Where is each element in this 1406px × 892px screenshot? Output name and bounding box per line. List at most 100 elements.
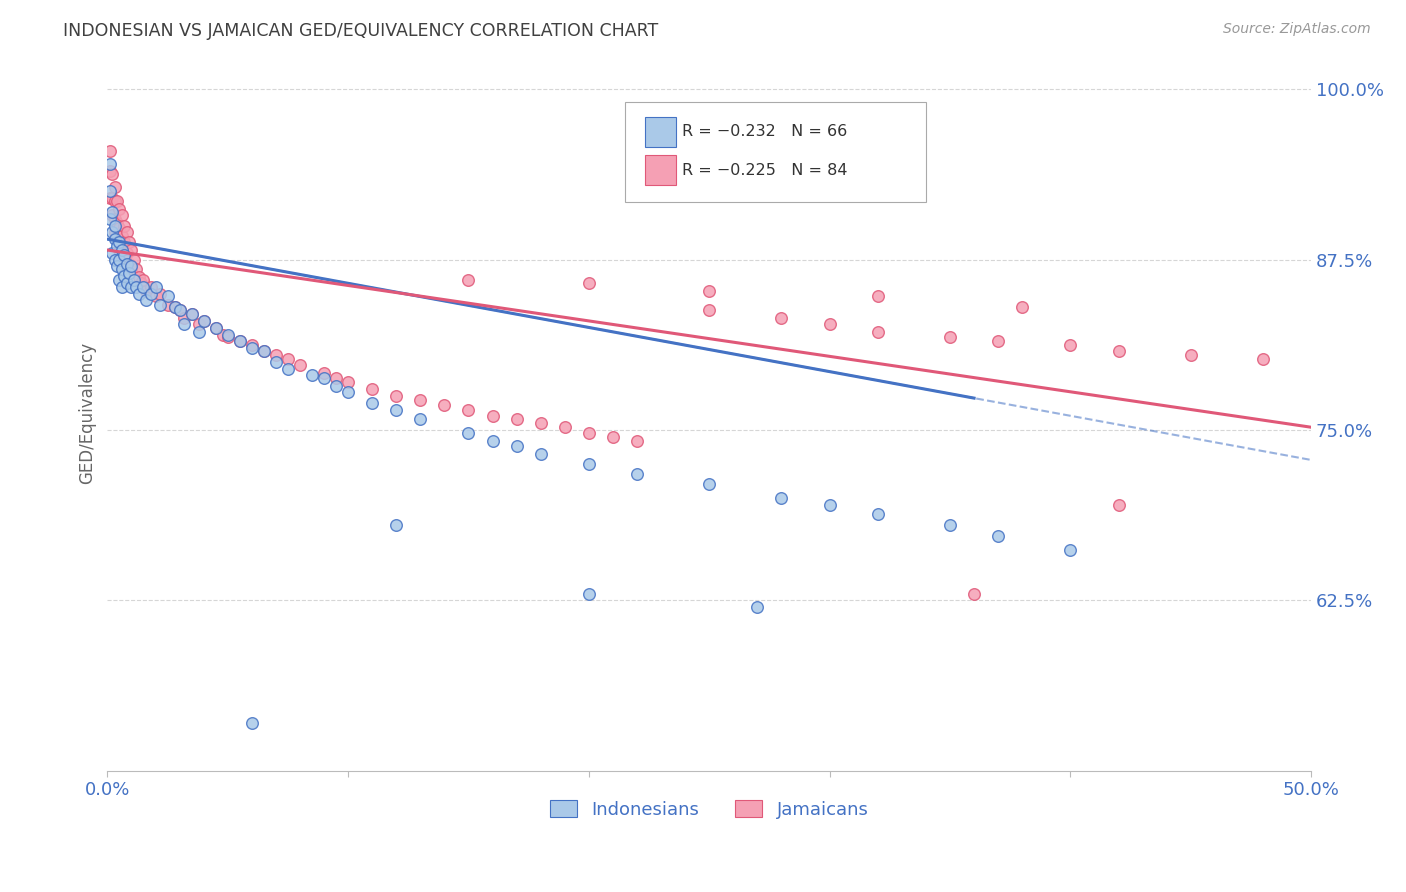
Point — [229, 334, 252, 349]
Point — [602, 430, 624, 444]
Point — [770, 164, 793, 178]
FancyBboxPatch shape — [626, 102, 927, 202]
Point — [98, 185, 121, 199]
Point — [111, 262, 134, 277]
Point — [818, 317, 841, 331]
Point — [108, 221, 131, 235]
Point — [337, 384, 360, 399]
Point — [104, 180, 127, 194]
Point — [112, 252, 135, 267]
Point — [118, 235, 141, 249]
Point — [105, 194, 128, 208]
Point — [169, 303, 191, 318]
Point — [115, 245, 138, 260]
Point — [112, 219, 135, 233]
Point — [104, 252, 127, 267]
Text: INDONESIAN VS JAMAICAN GED/EQUIVALENCY CORRELATION CHART: INDONESIAN VS JAMAICAN GED/EQUIVALENCY C… — [63, 22, 658, 40]
Point — [1251, 352, 1274, 367]
Point — [337, 376, 360, 390]
Point — [1180, 348, 1202, 362]
Point — [108, 252, 131, 267]
Point — [277, 361, 299, 376]
Point — [554, 420, 576, 434]
Point — [163, 300, 186, 314]
Point — [118, 266, 141, 280]
Point — [104, 194, 127, 208]
Point — [98, 144, 121, 158]
Point — [1011, 300, 1033, 314]
Point — [240, 338, 263, 352]
Point — [98, 191, 121, 205]
Legend: Indonesians, Jamaicans: Indonesians, Jamaicans — [543, 793, 876, 826]
Point — [1108, 343, 1130, 358]
Point — [180, 307, 202, 321]
Point — [217, 327, 239, 342]
Point — [112, 268, 135, 283]
Point — [156, 289, 179, 303]
Point — [433, 399, 456, 413]
Point — [139, 280, 162, 294]
Point — [111, 208, 134, 222]
Point — [115, 257, 138, 271]
Point — [866, 289, 889, 303]
Point — [111, 248, 134, 262]
Point — [187, 325, 209, 339]
Point — [105, 260, 128, 274]
Point — [125, 280, 148, 294]
Point — [697, 477, 720, 491]
Point — [104, 225, 127, 239]
Point — [229, 334, 252, 349]
Point — [530, 416, 553, 430]
Point — [481, 434, 503, 448]
Point — [163, 300, 186, 314]
Point — [770, 311, 793, 326]
Point — [122, 252, 145, 267]
Point — [204, 320, 226, 334]
Point — [118, 257, 141, 271]
Point — [505, 412, 527, 426]
Point — [98, 164, 121, 178]
Point — [1059, 338, 1081, 352]
Point — [120, 280, 142, 294]
Point — [105, 216, 128, 230]
Point — [240, 341, 263, 355]
Point — [626, 467, 648, 481]
Point — [104, 219, 127, 233]
Point — [409, 412, 432, 426]
Point — [101, 245, 124, 260]
Point — [108, 202, 131, 216]
Point — [312, 371, 335, 385]
Point — [101, 225, 124, 239]
Point — [578, 586, 600, 600]
Point — [457, 273, 479, 287]
Point — [697, 303, 720, 318]
Point — [145, 280, 167, 294]
Point — [149, 297, 172, 311]
Point — [122, 273, 145, 287]
Point — [240, 716, 263, 731]
Point — [115, 276, 138, 290]
Point — [104, 232, 127, 246]
Point — [193, 314, 215, 328]
Point — [770, 491, 793, 505]
Point — [115, 225, 138, 239]
Point — [939, 330, 962, 344]
Point — [204, 320, 226, 334]
Point — [385, 518, 408, 533]
Point — [173, 317, 195, 331]
Point — [697, 284, 720, 298]
Point — [578, 276, 600, 290]
Point — [264, 348, 287, 362]
Point — [963, 586, 986, 600]
Point — [385, 402, 408, 417]
Point — [139, 286, 162, 301]
Point — [128, 286, 150, 301]
Point — [120, 262, 142, 277]
Text: R = −0.225   N = 84: R = −0.225 N = 84 — [682, 163, 846, 178]
Point — [361, 382, 384, 396]
Point — [312, 366, 335, 380]
Point — [277, 352, 299, 367]
Point — [149, 286, 172, 301]
Point — [626, 434, 648, 448]
Point — [457, 402, 479, 417]
